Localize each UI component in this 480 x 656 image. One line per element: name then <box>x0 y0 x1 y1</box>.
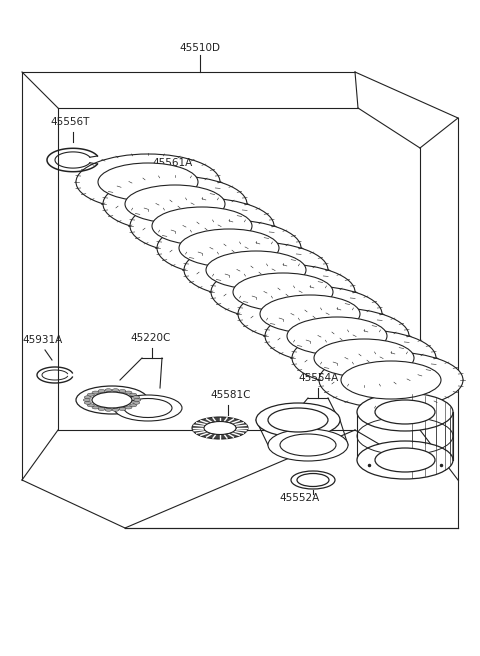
Ellipse shape <box>206 251 306 289</box>
Ellipse shape <box>132 396 140 399</box>
Ellipse shape <box>184 242 328 298</box>
Ellipse shape <box>132 401 140 404</box>
Ellipse shape <box>297 474 329 487</box>
Ellipse shape <box>84 396 91 399</box>
Ellipse shape <box>341 361 441 399</box>
Ellipse shape <box>98 407 105 411</box>
Ellipse shape <box>268 429 348 461</box>
Ellipse shape <box>287 317 387 355</box>
Ellipse shape <box>103 176 247 232</box>
Ellipse shape <box>105 408 112 411</box>
Ellipse shape <box>125 406 132 409</box>
Ellipse shape <box>125 185 225 223</box>
Ellipse shape <box>114 395 182 421</box>
Ellipse shape <box>319 352 463 408</box>
Text: 45581C: 45581C <box>210 390 251 400</box>
Ellipse shape <box>105 389 112 392</box>
Text: 45510D: 45510D <box>180 43 220 53</box>
Ellipse shape <box>98 390 105 392</box>
Ellipse shape <box>192 417 248 439</box>
Text: 45554A: 45554A <box>298 373 338 383</box>
Ellipse shape <box>256 403 340 437</box>
Ellipse shape <box>87 393 94 396</box>
Ellipse shape <box>84 398 90 401</box>
Ellipse shape <box>112 408 119 411</box>
Text: 45220C: 45220C <box>130 333 170 343</box>
Ellipse shape <box>375 448 435 472</box>
Ellipse shape <box>119 407 126 411</box>
Ellipse shape <box>98 163 198 201</box>
Ellipse shape <box>134 398 141 401</box>
Ellipse shape <box>130 198 274 254</box>
Ellipse shape <box>292 330 436 386</box>
Ellipse shape <box>211 264 355 320</box>
Ellipse shape <box>280 434 336 456</box>
Ellipse shape <box>112 389 119 392</box>
Ellipse shape <box>238 286 382 342</box>
Text: 45931A: 45931A <box>22 335 62 345</box>
Ellipse shape <box>179 229 279 267</box>
Ellipse shape <box>76 386 148 414</box>
Text: 45561A: 45561A <box>152 158 192 168</box>
Ellipse shape <box>291 471 335 489</box>
Ellipse shape <box>130 393 137 396</box>
Ellipse shape <box>152 207 252 245</box>
Ellipse shape <box>130 404 137 407</box>
Ellipse shape <box>92 392 132 408</box>
Ellipse shape <box>314 339 414 377</box>
Ellipse shape <box>76 154 220 210</box>
Ellipse shape <box>265 308 409 364</box>
Ellipse shape <box>84 401 91 404</box>
Ellipse shape <box>233 273 333 311</box>
Ellipse shape <box>124 398 172 417</box>
Text: 45556T: 45556T <box>50 117 89 127</box>
Ellipse shape <box>119 390 126 392</box>
Ellipse shape <box>92 391 99 394</box>
Ellipse shape <box>357 441 453 479</box>
Ellipse shape <box>125 391 132 394</box>
Text: 45571A: 45571A <box>390 385 430 395</box>
Ellipse shape <box>157 220 301 276</box>
Text: 45552A: 45552A <box>280 493 320 503</box>
Ellipse shape <box>357 393 453 431</box>
Ellipse shape <box>260 295 360 333</box>
Ellipse shape <box>87 404 94 407</box>
Ellipse shape <box>375 400 435 424</box>
Ellipse shape <box>204 422 236 434</box>
Ellipse shape <box>92 406 99 409</box>
Ellipse shape <box>268 408 328 432</box>
